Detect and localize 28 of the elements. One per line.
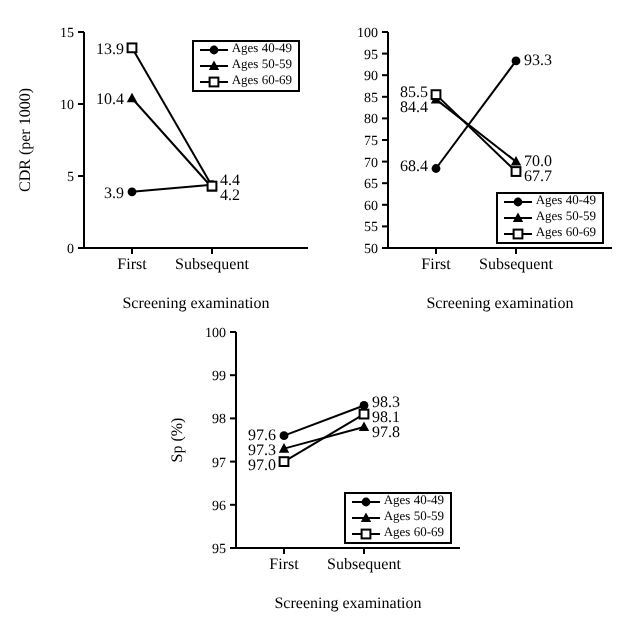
- data-label: 70.0: [524, 151, 552, 170]
- data-label: 98.1: [372, 407, 400, 426]
- x-tick-label: Subsequent: [479, 255, 555, 274]
- data-label: 97.0: [248, 455, 276, 474]
- data-label: 97.3: [248, 440, 276, 459]
- data-label: 97.6: [248, 425, 276, 444]
- data-label: 93.3: [524, 51, 552, 70]
- x-tick-label: First: [269, 555, 301, 574]
- data-label: 68.4: [400, 157, 428, 176]
- x-axis-title: Screening examination: [274, 594, 422, 612]
- x-tick-label: Subsequent: [175, 255, 251, 274]
- data-label: 4.2: [220, 185, 240, 204]
- data-label: 13.9: [96, 39, 124, 58]
- data-label: 98.3: [372, 392, 400, 411]
- data-label: 97.8: [372, 422, 400, 441]
- x-tick-label: Subsequent: [327, 555, 403, 574]
- data-label: 4.4: [220, 170, 240, 189]
- data-label: 3.9: [104, 183, 124, 202]
- data-label: 10.4: [96, 90, 124, 109]
- data-label: 67.7: [524, 166, 552, 185]
- x-tick-label: First: [117, 255, 149, 274]
- x-tick-label: First: [421, 255, 453, 274]
- x-axis-title: Screening examination: [426, 294, 574, 312]
- y-axis-title: CDR (per 1000): [15, 87, 34, 192]
- y-axis-title: Sp (%): [167, 416, 186, 463]
- x-axis-title: Screening examination: [122, 294, 270, 312]
- data-label: 85.5: [400, 83, 428, 102]
- data-label: 84.4: [400, 98, 428, 117]
